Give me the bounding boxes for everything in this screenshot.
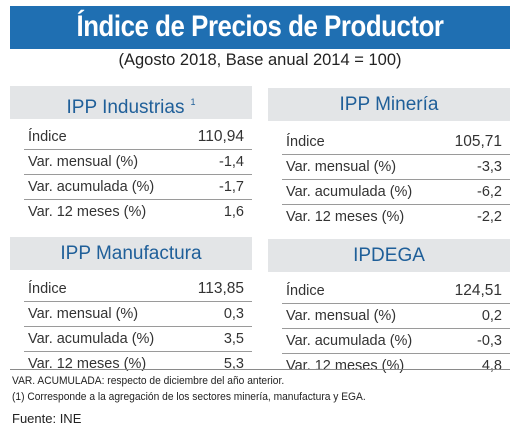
source-text: Fuente: INE <box>12 411 82 426</box>
card-header: IPP Minería <box>268 88 510 121</box>
row-label: Var. mensual (%) <box>28 154 139 170</box>
table-row: Índice 124,51 <box>282 279 510 304</box>
table-row: Var. acumulada (%) -1,7 <box>24 175 252 200</box>
table-row: Var. acumulada (%) -6,2 <box>282 180 510 205</box>
row-label: Var. mensual (%) <box>286 308 397 324</box>
row-value: 4,8 <box>481 358 502 374</box>
page-subtitle: (Agosto 2018, Base anual 2014 = 100) <box>118 51 402 69</box>
card-ipp-manufactura: IPP Manufactura Índice 113,85 Var. mensua… <box>10 237 252 376</box>
card-ipp-industrias: IPP Industrias 1 Índice 110,94 Var. mensua… <box>10 86 252 224</box>
table-row: Var. mensual (%) 0,3 <box>24 302 252 327</box>
card-header: IPP Industrias 1 <box>10 86 252 119</box>
card-rows: Índice 124,51 Var. mensual (%) 0,2 Var. ac… <box>282 279 510 378</box>
row-label: Var. 12 meses (%) <box>28 356 147 372</box>
table-row: Var. acumulada (%) 3,5 <box>24 327 252 352</box>
row-value: 0,3 <box>223 306 244 322</box>
row-label: Índice <box>28 129 67 145</box>
table-row: Índice 105,71 <box>282 130 510 155</box>
card-ipp-mineria: IPP Minería Índice 105,71 Var. mensual (%… <box>268 88 510 229</box>
row-value: 113,85 <box>197 280 244 297</box>
row-label: Var. acumulada (%) <box>28 179 155 195</box>
row-label: Var. mensual (%) <box>28 306 139 322</box>
table-row: Var. 12 meses (%) 4,8 <box>282 354 510 378</box>
card-ipdega: IPDEGA Índice 124,51 Var. mensual (%) 0,2 … <box>268 239 510 378</box>
row-value: 105,71 <box>454 133 502 150</box>
note-footnote-1: (1) Corresponde a la agregación de los s… <box>12 391 366 403</box>
card-rows: Índice 113,85 Var. mensual (%) 0,3 Var. ac… <box>24 277 252 376</box>
row-label: Índice <box>28 281 67 297</box>
footnote-marker: 1 <box>190 97 196 107</box>
row-label: Var. 12 meses (%) <box>28 204 147 220</box>
row-value: -6,2 <box>477 184 502 200</box>
card-header: IPDEGA <box>268 239 510 272</box>
card-rows: Índice 105,71 Var. mensual (%) -3,3 Var. a… <box>282 130 510 229</box>
table-row: Var. 12 meses (%) 5,3 <box>24 352 252 376</box>
row-value: -1,7 <box>219 179 244 195</box>
row-value: 3,5 <box>223 331 244 347</box>
table-row: Var. mensual (%) -1,4 <box>24 150 252 175</box>
table-row: Var. mensual (%) 0,2 <box>282 304 510 329</box>
note-acumulada: VAR. ACUMULADA: respecto de diciembre de… <box>12 375 285 387</box>
row-label: Var. 12 meses (%) <box>286 209 405 225</box>
row-label: Índice <box>286 134 325 150</box>
row-value: 0,2 <box>481 308 502 324</box>
row-value: 5,3 <box>223 356 244 372</box>
row-label: Var. mensual (%) <box>286 159 397 175</box>
card-header: IPP Manufactura <box>10 237 252 270</box>
row-label: Índice <box>286 283 325 299</box>
row-value: -3,3 <box>477 159 502 175</box>
card-rows: Índice 110,94 Var. mensual (%) -1,4 Var. a… <box>24 125 252 224</box>
row-value: 110,94 <box>197 128 244 145</box>
row-label: Var. 12 meses (%) <box>286 358 405 374</box>
row-label: Var. acumulada (%) <box>286 184 413 200</box>
row-value: -1,4 <box>219 154 244 170</box>
page-title: Índice de Precios de Productor Industria… <box>76 10 444 83</box>
row-value: 1,6 <box>223 204 244 220</box>
card-title: IPDEGA <box>353 245 425 266</box>
table-row: Var. 12 meses (%) 1,6 <box>24 200 252 224</box>
table-row: Índice 113,85 <box>24 277 252 302</box>
table-row: Índice 110,94 <box>24 125 252 150</box>
card-title: IPP Minería <box>339 94 439 115</box>
row-value: -0,3 <box>477 333 502 349</box>
card-title: IPP Manufactura <box>60 243 202 264</box>
table-row: Var. acumulada (%) -0,3 <box>282 329 510 354</box>
row-label: Var. acumulada (%) <box>286 333 413 349</box>
footer-divider <box>10 369 510 370</box>
row-value: 124,51 <box>454 282 502 299</box>
card-title: IPP Industrias <box>66 97 185 118</box>
row-label: Var. acumulada (%) <box>28 331 155 347</box>
row-value: -2,2 <box>477 209 502 225</box>
table-row: Var. 12 meses (%) -2,2 <box>282 205 510 229</box>
title-banner: Índice de Precios de Productor Industria… <box>10 6 510 83</box>
table-row: Var. mensual (%) -3,3 <box>282 155 510 180</box>
